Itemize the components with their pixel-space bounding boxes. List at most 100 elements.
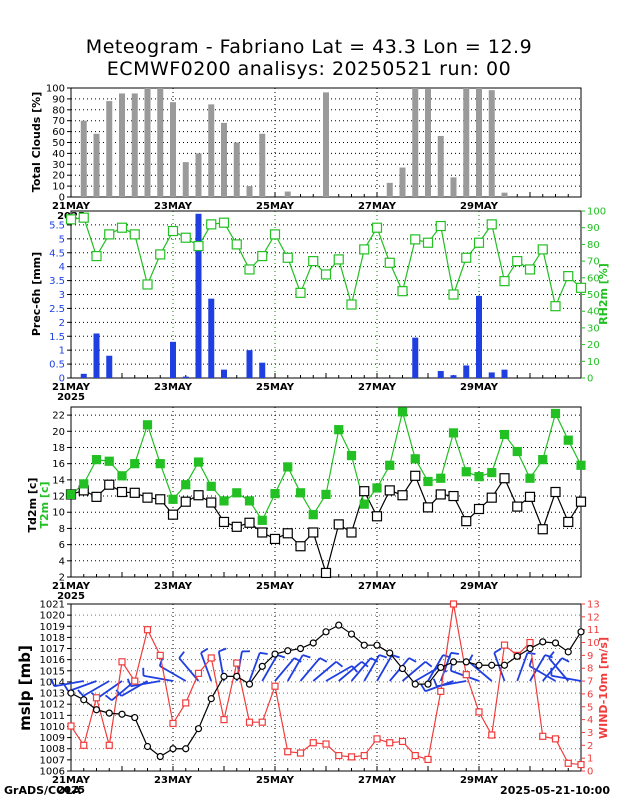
wind-point xyxy=(182,699,190,707)
precip-bar xyxy=(182,376,189,378)
mslp-point xyxy=(131,713,139,722)
cloud-bar xyxy=(144,88,151,197)
cloud-bar xyxy=(463,88,470,197)
x-tick-label: 23MAY xyxy=(154,382,193,393)
wind-barb xyxy=(200,652,213,682)
y-tick-label: 16 xyxy=(52,459,65,470)
mslp-point xyxy=(296,644,305,653)
mslp-point xyxy=(258,662,266,670)
wind-barb xyxy=(178,657,200,682)
y-tick-label: 20 xyxy=(52,171,65,182)
t2m-point xyxy=(372,483,382,493)
wind-barb xyxy=(96,680,123,699)
wind-barb-flag xyxy=(378,654,388,659)
mslp-point xyxy=(437,663,445,672)
x-tick-label: 23MAY xyxy=(154,201,193,212)
mslp-point xyxy=(462,658,470,666)
x-tick-label: 21MAY xyxy=(52,581,91,592)
mslp-point xyxy=(182,745,190,753)
mslp-point xyxy=(373,641,381,649)
cloud-bar xyxy=(233,142,240,197)
cloud-bar xyxy=(425,89,431,197)
mslp-point xyxy=(309,639,317,647)
y-tick-label: 2 xyxy=(59,573,65,584)
mslp-point xyxy=(207,695,215,703)
y2-tick-label: 30 xyxy=(587,323,600,334)
precip-bar xyxy=(106,355,113,378)
rh-point xyxy=(524,264,536,275)
y-tick-label: 4 xyxy=(59,262,65,273)
td2m-point xyxy=(486,492,497,503)
td2m-point xyxy=(563,516,574,528)
cloud-bar xyxy=(157,88,164,197)
wind-barb-flag xyxy=(126,678,132,687)
x-tick-label: 23MAY xyxy=(154,775,193,786)
td2m-point xyxy=(512,501,523,512)
y-tick-label: 1006 xyxy=(40,767,65,778)
y-tick-label: 1020 xyxy=(40,611,65,622)
rh-point xyxy=(295,287,306,298)
t2m-point xyxy=(91,455,102,465)
wind-point xyxy=(105,741,113,749)
wind-point xyxy=(347,753,356,761)
t2m-point xyxy=(270,489,280,499)
wind-axis-label: WIND-10m [m/s] xyxy=(597,637,610,739)
wind-barb-flag xyxy=(548,651,555,659)
y-tick-label: 1011 xyxy=(40,711,65,722)
wind-point xyxy=(296,749,305,757)
mslp-point xyxy=(475,661,483,669)
td2m-point xyxy=(167,509,179,520)
wind-barb xyxy=(468,661,493,682)
mslp-point xyxy=(424,680,432,688)
wind-barb-flag xyxy=(63,683,70,692)
mslp-point xyxy=(67,689,75,697)
rh-point xyxy=(346,299,357,310)
y2-tick-label: 60 xyxy=(587,273,600,284)
wind-point xyxy=(488,731,496,739)
td2m-point xyxy=(218,516,230,528)
wind-barb xyxy=(111,680,136,701)
y-tick-label: 1012 xyxy=(40,700,65,711)
precip-axis-label: Prec-6h [mm] xyxy=(30,252,43,336)
rh-point xyxy=(384,257,395,268)
cloud-bar xyxy=(182,162,189,197)
plot-frame xyxy=(70,603,582,772)
y2-tick-label: 6 xyxy=(587,689,593,700)
mslp-point xyxy=(539,638,547,646)
t2m-point xyxy=(538,455,548,465)
wind-point xyxy=(67,722,75,730)
wind-barb-flag xyxy=(493,647,502,654)
wind-point xyxy=(437,687,445,695)
mslp-point xyxy=(488,661,496,669)
t2m-point xyxy=(550,408,561,419)
t2m-point xyxy=(193,457,204,467)
rh-point xyxy=(550,301,561,312)
y-tick-label: 0 xyxy=(59,193,65,204)
wind-barb xyxy=(261,654,279,682)
td2m-point xyxy=(371,511,383,522)
cloud-bar xyxy=(501,192,508,197)
wind-barb xyxy=(325,665,353,682)
td2m-point xyxy=(550,486,561,498)
wind-point xyxy=(131,677,139,685)
precip-bar xyxy=(501,369,508,378)
td2m-point xyxy=(282,528,293,539)
t2m-point xyxy=(563,435,573,445)
td2m-point xyxy=(129,487,140,498)
rh-point xyxy=(308,256,319,267)
wind-point xyxy=(500,641,509,649)
t2m-point xyxy=(487,467,497,478)
wind-point xyxy=(462,671,470,679)
rh-point xyxy=(499,276,510,287)
x-tick-label: 21MAY xyxy=(52,201,91,212)
y2-tick-label: 100 xyxy=(587,207,606,218)
wind-barb xyxy=(82,680,110,697)
rh-point xyxy=(461,252,472,263)
precip-bar xyxy=(93,333,100,378)
x-tick-label: 23MAY xyxy=(154,581,193,592)
td2m-point xyxy=(461,516,472,527)
rh-point xyxy=(167,225,179,237)
t2m-point xyxy=(436,473,446,483)
y-tick-label: 8 xyxy=(59,524,65,535)
y-tick-label: 14 xyxy=(52,475,65,486)
